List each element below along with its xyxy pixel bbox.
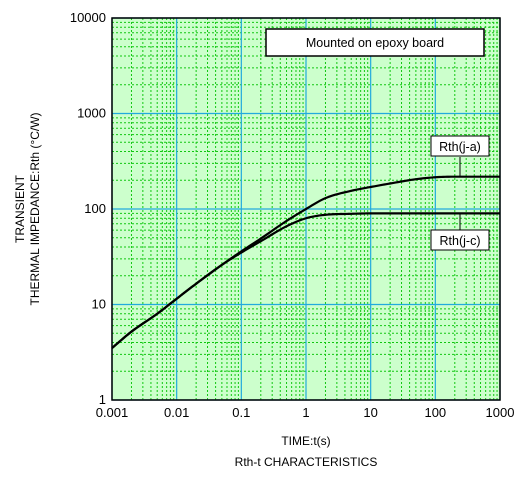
x-tick-label: 100 <box>424 405 446 420</box>
series-layer: Rth(j-a) Rth(j-c) <box>111 135 500 349</box>
x-tick-label: 0.1 <box>232 405 250 420</box>
x-tick-label: 10 <box>363 405 377 420</box>
x-tick-label: 0.01 <box>164 405 189 420</box>
y-tick-label: 10 <box>92 297 106 312</box>
series-label: Rth(j-c) <box>440 234 481 248</box>
series-line-1 <box>111 212 500 349</box>
chart-title: Rth-t CHARACTERISTICS <box>235 455 378 469</box>
annotation-box <box>265 28 485 57</box>
series-label-box <box>430 135 490 157</box>
y-tick-label: 100 <box>84 201 106 216</box>
y-tick-label: 10000 <box>70 10 106 25</box>
x-axis-ticks: 0.001 0.01 0.1 1 10 100 1000 <box>96 405 515 420</box>
x-tick-label: 1 <box>302 405 309 420</box>
y-tick-label: 1000 <box>77 106 106 121</box>
y-axis-ticks: 1 10 100 1000 10000 <box>70 10 106 407</box>
series-label: Rth(j-a) <box>439 140 481 154</box>
y-axis-label-line1: TRANSIENT <box>13 174 27 243</box>
x-axis-label: TIME:t(s) <box>281 434 330 448</box>
y-axis-label-line2: THERMAL IMPEDANCE:Rth (°C/W) <box>28 112 42 305</box>
plot-frame <box>111 17 501 401</box>
x-tick-label: 1000 <box>486 405 515 420</box>
y-tick-label: 1 <box>99 392 106 407</box>
x-tick-label: 0.001 <box>96 405 129 420</box>
annotation-text: Mounted on epoxy board <box>306 36 444 50</box>
series-label-box <box>430 229 490 251</box>
